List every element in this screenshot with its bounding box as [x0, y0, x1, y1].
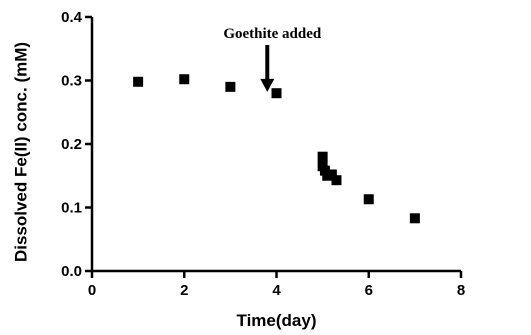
data-point [409, 213, 420, 224]
data-point [331, 175, 342, 186]
data-point [319, 165, 330, 176]
y-tick-label: 0.2 [61, 136, 82, 153]
data-point [225, 81, 236, 92]
y-tick-label: 0.4 [61, 9, 83, 26]
annotation-label: Goethite added [223, 26, 322, 42]
y-axis: 0.0 0.1 0.2 0.3 0.4 [61, 9, 94, 280]
x-axis: 0 2 4 6 8 [88, 269, 465, 299]
x-tick-label: 0 [88, 282, 96, 299]
annotation-arrowhead [260, 78, 275, 92]
x-tick-label: 6 [365, 282, 373, 299]
data-point [326, 169, 337, 180]
y-tick-label: 0.1 [61, 200, 82, 217]
data-point [317, 151, 328, 162]
data-point [271, 88, 282, 99]
x-axis-title: Time(day) [237, 311, 317, 330]
data-point [363, 194, 374, 205]
data-points [133, 74, 420, 224]
x-tick-label: 4 [272, 282, 281, 299]
x-tick-label: 2 [180, 282, 188, 299]
data-point [133, 76, 144, 87]
y-tick-label: 0.0 [61, 263, 82, 280]
data-point [179, 74, 190, 85]
y-axis-title: Dissolved Fe(II) conc. (mM) [11, 42, 30, 262]
y-tick-label: 0.3 [61, 73, 82, 90]
x-tick-label: 8 [457, 282, 465, 299]
annotation-group: Goethite added [223, 26, 322, 92]
